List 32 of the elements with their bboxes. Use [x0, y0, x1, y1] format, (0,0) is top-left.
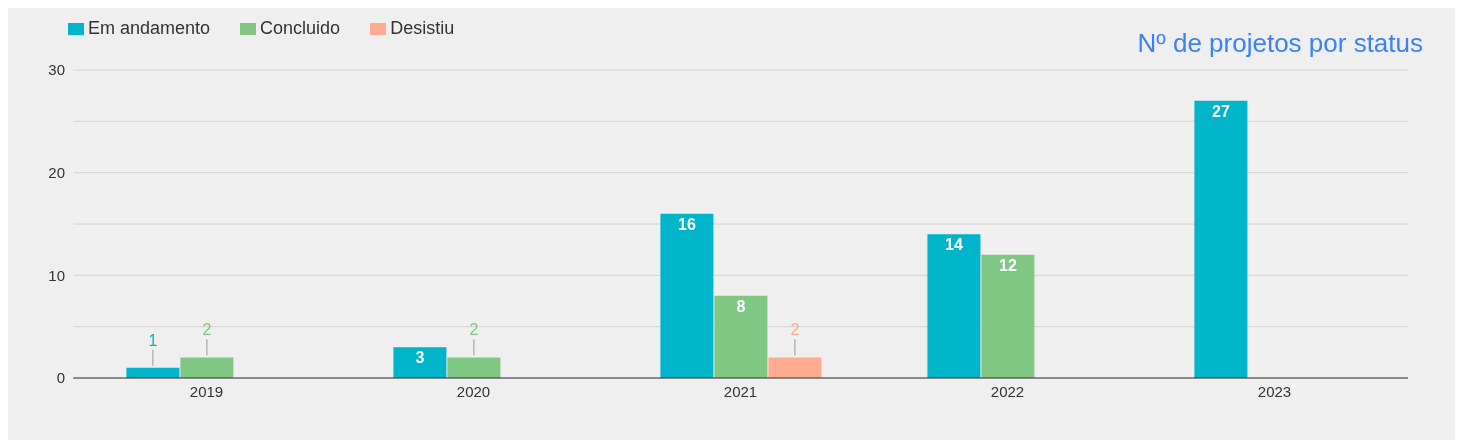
- y-tick-label: 30: [48, 61, 65, 79]
- data-label: 1: [148, 331, 158, 349]
- data-label: 3: [415, 349, 425, 367]
- legend-label: Em andamento: [88, 18, 211, 38]
- bar: [714, 295, 768, 378]
- bar: [1194, 100, 1248, 378]
- x-tick-label: 2023: [1257, 382, 1292, 400]
- x-tick-label: 2019: [189, 382, 224, 400]
- bar: [927, 234, 981, 378]
- data-label: 2: [790, 321, 800, 339]
- x-tick-label: 2022: [990, 382, 1025, 400]
- data-label: 2: [469, 321, 479, 339]
- y-tick-label: 20: [48, 163, 65, 181]
- x-tick-label: 2021: [723, 382, 758, 400]
- bar: [180, 357, 234, 378]
- data-label: 12: [999, 256, 1017, 274]
- chart-title: Nº de projetos por status: [1137, 28, 1423, 59]
- bar: [447, 357, 501, 378]
- data-label: 27: [1212, 102, 1230, 120]
- data-label: 14: [945, 236, 963, 254]
- data-label: 2: [202, 321, 212, 339]
- y-tick-label: 10: [48, 266, 65, 284]
- bar: [981, 254, 1035, 378]
- bar: [660, 213, 714, 378]
- x-tick-label: 2020: [456, 382, 491, 400]
- bar: [768, 357, 822, 378]
- legend-label: Concluido: [260, 18, 341, 38]
- legend-label: Desistiu: [390, 18, 455, 38]
- data-label: 16: [678, 215, 696, 233]
- y-tick-label: 0: [56, 369, 65, 387]
- bar: [393, 347, 447, 378]
- data-label: 8: [736, 297, 746, 315]
